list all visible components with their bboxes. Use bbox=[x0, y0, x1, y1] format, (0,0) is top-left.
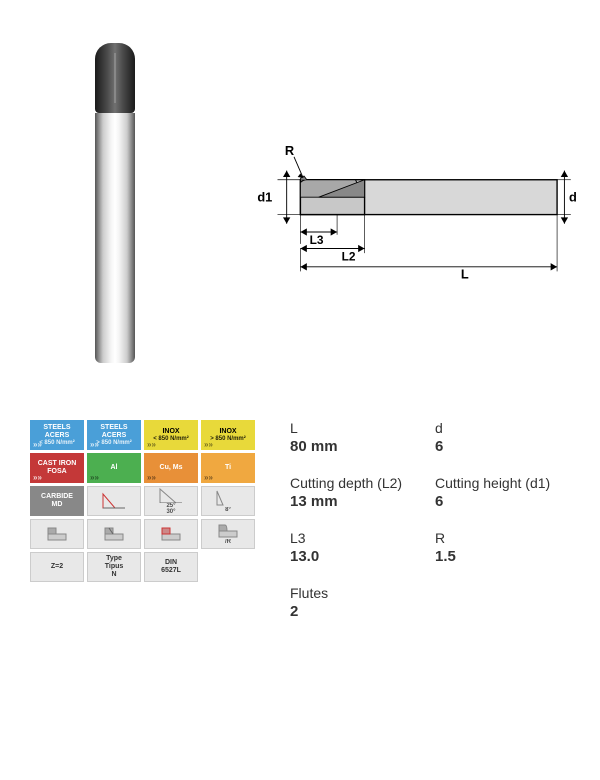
material-icon-4: CAST IRON FOSA»» bbox=[30, 453, 84, 483]
tool-photo bbox=[0, 0, 230, 405]
material-icon-7: Ti»» bbox=[201, 453, 255, 483]
specifications: L80 mmd6Cutting depth (L2)13 mmCutting h… bbox=[280, 420, 570, 620]
spec-l3: L3 13.0 bbox=[290, 530, 425, 565]
material-icon-17: Type Tipus N bbox=[87, 552, 141, 582]
diagram-svg: R d1 d L3 bbox=[250, 111, 580, 294]
material-icon-0: STEELS ACERS< 850 N/mm²»» bbox=[30, 420, 84, 450]
label-R: R bbox=[285, 143, 294, 158]
material-icon-3: INOX> 850 N/mm²»» bbox=[201, 420, 255, 450]
spec-value: 6 bbox=[435, 438, 570, 455]
material-icon-9 bbox=[87, 486, 141, 516]
material-icon-1: STEELS ACERS> 850 N/mm²»» bbox=[87, 420, 141, 450]
spec-label: R bbox=[435, 530, 570, 546]
tool-tip bbox=[95, 43, 135, 113]
material-icon-5: Al»» bbox=[87, 453, 141, 483]
material-icons-grid: STEELS ACERS< 850 N/mm²»»STEELS ACERS> 8… bbox=[30, 420, 280, 620]
spec-cutting-height-d1-: Cutting height (d1) 6 bbox=[435, 475, 570, 510]
material-icon-16: Z=2 bbox=[30, 552, 84, 582]
spec-d: d6 bbox=[435, 420, 570, 455]
spec-label: L3 bbox=[290, 530, 425, 546]
spec-label: L bbox=[290, 420, 425, 436]
spec-label: Cutting depth (L2) bbox=[290, 475, 425, 491]
top-section: R d1 d L3 bbox=[0, 0, 600, 405]
spec-label: Flutes bbox=[290, 585, 425, 601]
material-icon-13 bbox=[87, 519, 141, 549]
material-icon-6: Cu, Ms»» bbox=[144, 453, 198, 483]
dimension-diagram: R d1 d L3 bbox=[230, 0, 600, 405]
material-icon-11: 8° bbox=[201, 486, 255, 516]
specs-section: STEELS ACERS< 850 N/mm²»»STEELS ACERS> 8… bbox=[0, 405, 600, 635]
spec-value: 6 bbox=[435, 493, 570, 510]
material-icon-18: DIN 6527L bbox=[144, 552, 198, 582]
material-icon-12 bbox=[30, 519, 84, 549]
spec-value: 1.5 bbox=[435, 548, 570, 565]
spec-r: R 1.5 bbox=[435, 530, 570, 565]
material-icon-15: /R bbox=[201, 519, 255, 549]
spec-value: 13 mm bbox=[290, 493, 425, 510]
spec-value: 80 mm bbox=[290, 438, 425, 455]
material-icon-2: INOX< 850 N/mm²»» bbox=[144, 420, 198, 450]
spec-label: d bbox=[435, 420, 570, 436]
label-d: d bbox=[569, 190, 577, 205]
tool-shank bbox=[95, 113, 135, 363]
spec-value: 13.0 bbox=[290, 548, 425, 565]
label-L2: L2 bbox=[342, 249, 356, 263]
material-icon-14 bbox=[144, 519, 198, 549]
material-icon-10: 25° 30° bbox=[144, 486, 198, 516]
spec-l: L 80 mm bbox=[290, 420, 425, 455]
label-L3: L3 bbox=[310, 233, 324, 247]
label-L: L bbox=[461, 267, 469, 282]
material-icon-8: CARBIDE MD bbox=[30, 486, 84, 516]
spec-value: 2 bbox=[290, 603, 425, 620]
spec-label: Cutting height (d1) bbox=[435, 475, 570, 491]
label-d1: d1 bbox=[257, 190, 272, 205]
spec-cutting-depth-l2-: Cutting depth (L2) 13 mm bbox=[290, 475, 425, 510]
endmill-render bbox=[95, 43, 135, 363]
spec-flutes: Flutes 2 bbox=[290, 585, 425, 620]
